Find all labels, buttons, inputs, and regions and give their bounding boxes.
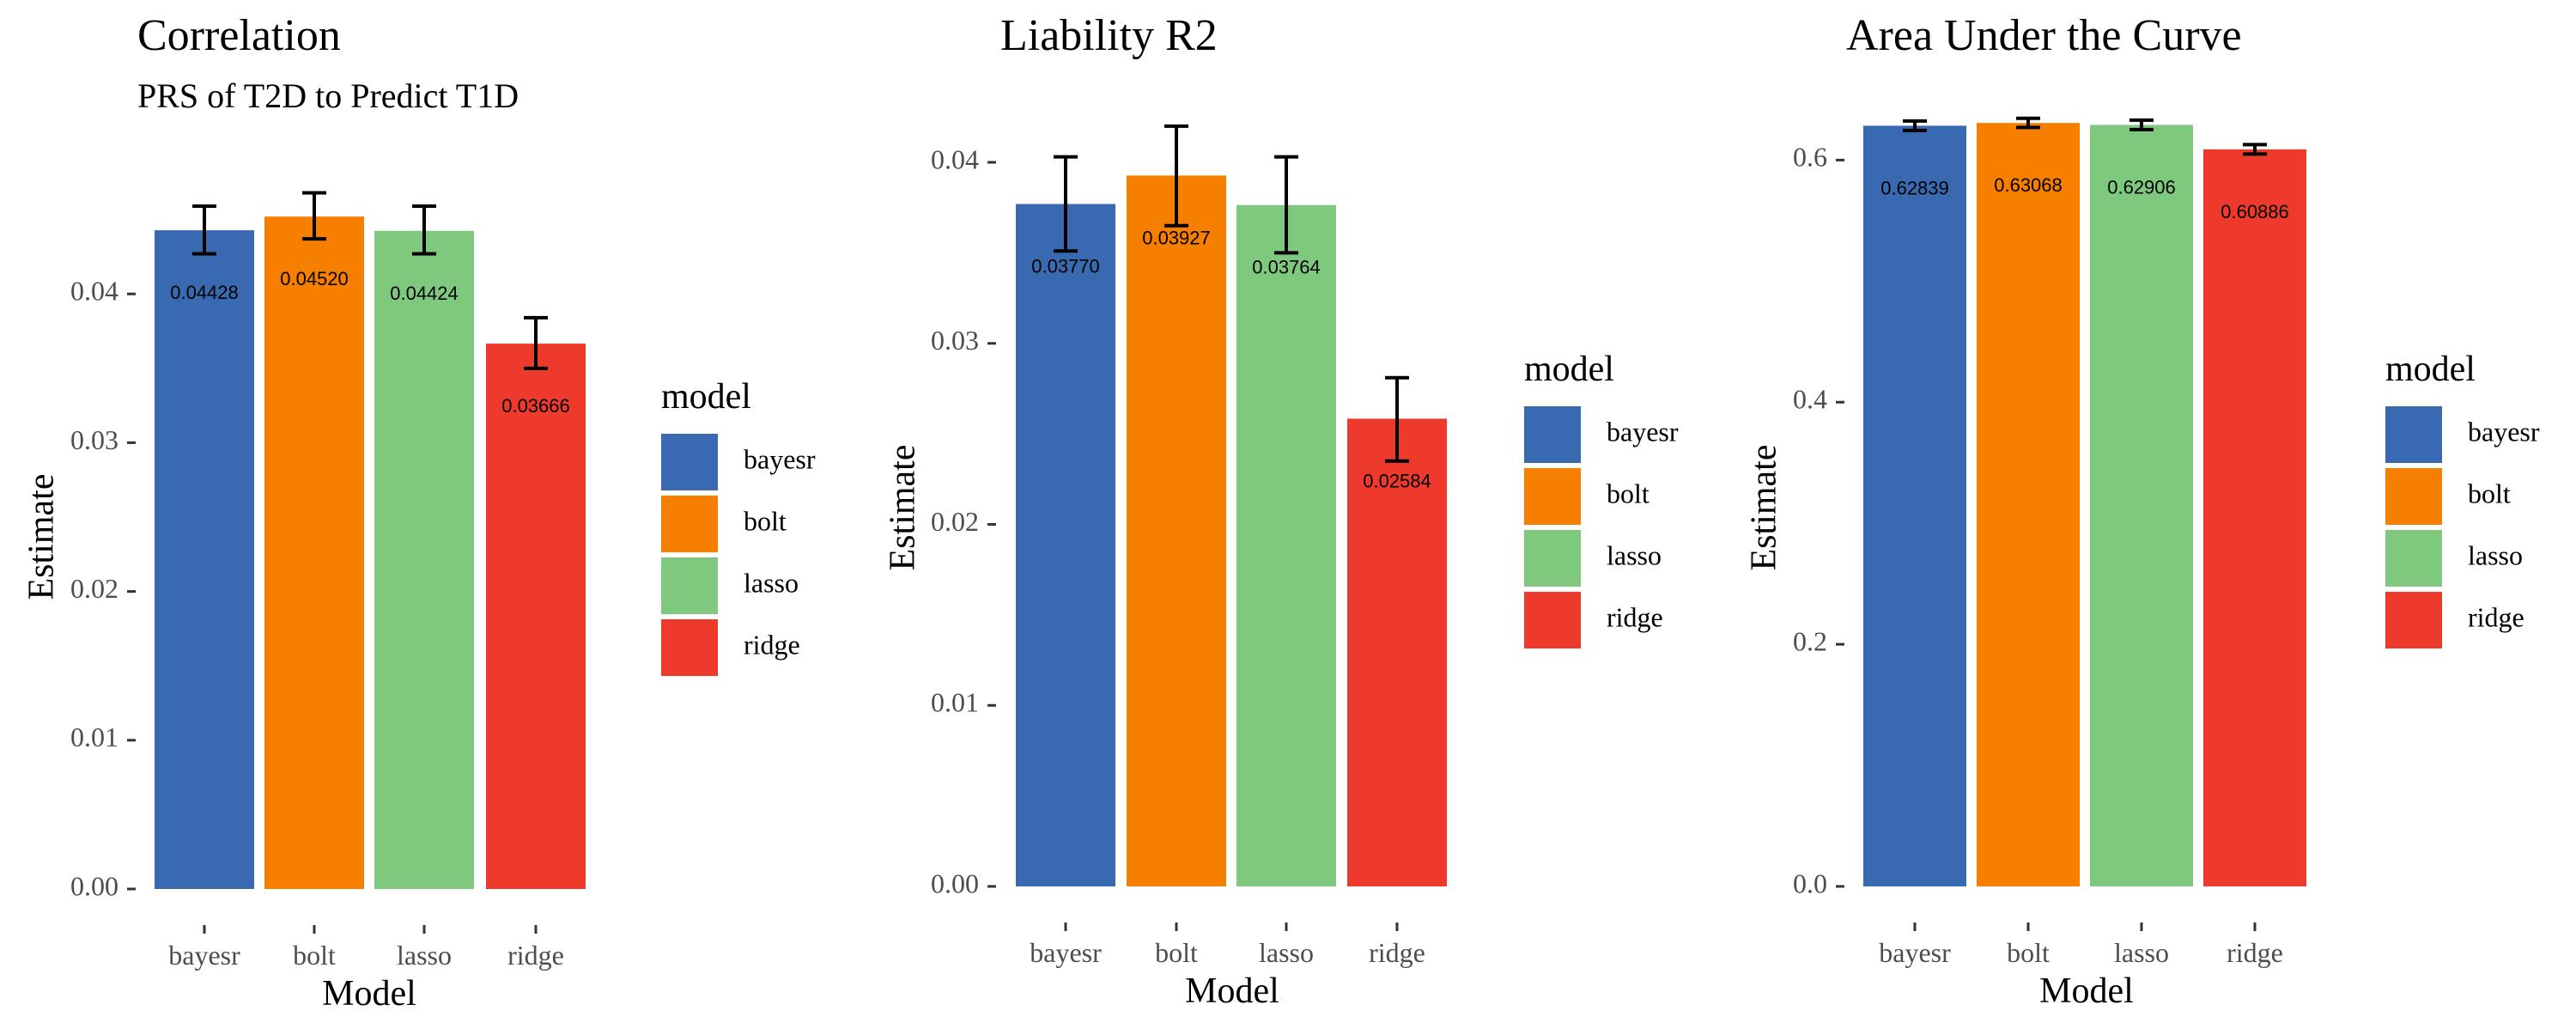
y-axis-title: Estimate [884,445,923,571]
x-tick-label-ridge: ridge [2227,937,2283,968]
legend-label-lasso: lasso [744,567,799,598]
legend-label-bayesr: bayesr [1607,416,1679,447]
x-tick-label-bayesr: bayesr [1879,937,1951,968]
bar-bolt [264,216,364,889]
y-tick-label: 0.00 [931,868,979,898]
bar-lasso [1236,204,1336,886]
x-tick-label-ridge: ridge [507,940,564,971]
legend-label-bayesr: bayesr [744,443,816,474]
data-label-lasso: 0.04424 [390,283,459,304]
x-tick-label-lasso: lasso [397,940,452,971]
x-tick-label-bolt: bolt [2007,937,2050,968]
legend-swatch-ridge [661,619,718,676]
data-label-bayesr: 0.04428 [170,282,239,303]
y-axis-title: Estimate [1745,445,1784,571]
chart-subtitle: PRS of T2D to Predict T1D [137,76,519,115]
legend-swatch-lasso [661,557,718,614]
data-label-ridge: 0.02584 [1363,470,1431,491]
y-tick-label: 0.2 [1793,625,1827,656]
data-label-bolt: 0.63068 [1994,174,2063,196]
y-tick-label: 0.02 [931,506,979,537]
chart-title: Liability R2 [1000,11,1218,60]
data-label-bolt: 0.03927 [1142,227,1211,248]
data-label-lasso: 0.62906 [2107,176,2176,198]
legend-swatch-ridge [2385,592,2442,648]
bar-bayesr [1863,125,1966,886]
data-label-ridge: 0.03666 [501,395,570,417]
chart-title: Correlation [137,11,341,60]
legend-swatch-bolt [1524,468,1581,525]
y-tick-label: 0.01 [931,687,979,718]
chart-title: Area Under the Curve [1846,11,2242,60]
bar-ridge [486,344,586,889]
y-tick-label: 0.04 [931,143,979,174]
bar-ridge [2203,149,2306,886]
legend-label-ridge: ridge [744,629,800,660]
y-tick-label: 0.4 [1793,384,1827,415]
y-tick-label: 0.0 [1793,868,1827,898]
legend-swatch-bayesr [2385,406,2442,463]
bar-bolt [1127,175,1226,886]
y-tick-label: 0.02 [70,573,118,604]
y-tick-label: 0.03 [70,424,118,455]
bar-lasso [2090,125,2193,886]
y-tick-label: 0.04 [70,276,118,307]
x-tick-label-lasso: lasso [2114,937,2169,968]
x-tick-label-bolt: bolt [1155,937,1198,968]
legend-title: model [661,377,751,417]
bar-bayesr [155,230,254,890]
x-axis-title: Model [322,974,416,1014]
legend-label-bolt: bolt [2468,478,2511,508]
legend-swatch-ridge [1524,592,1581,648]
data-label-ridge: 0.60886 [2221,201,2289,222]
data-label-bayesr: 0.03770 [1031,255,1100,277]
legend-label-lasso: lasso [1607,539,1662,570]
y-tick-label: 0.03 [931,325,979,356]
bar-bolt [1977,123,2080,886]
x-axis-title: Model [2039,971,2134,1011]
legend-title: model [2385,350,2476,389]
x-tick-label-bayesr: bayesr [168,940,240,971]
y-axis-title: Estimate [22,474,62,600]
y-tick-label: 0.00 [70,870,118,901]
data-label-bolt: 0.04520 [280,268,349,289]
y-tick-label: 0.01 [70,721,118,752]
y-tick-label: 0.6 [1793,142,1827,173]
legend-swatch-lasso [2385,530,2442,587]
legend-label-lasso: lasso [2468,539,2523,570]
legend-title: model [1524,350,1614,389]
x-tick-label-bolt: bolt [293,940,336,971]
legend-swatch-bayesr [661,434,718,490]
x-tick-label-ridge: ridge [1369,937,1425,968]
legend-label-ridge: ridge [1607,601,1663,632]
bar-bayesr [1016,204,1115,886]
bar-lasso [374,230,474,889]
data-label-lasso: 0.03764 [1252,257,1321,278]
legend-label-bolt: bolt [1607,478,1649,508]
legend-label-ridge: ridge [2468,601,2524,632]
x-tick-label-lasso: lasso [1259,937,1314,968]
legend-swatch-lasso [1524,530,1581,587]
legend-swatch-bolt [661,496,718,552]
legend-swatch-bayesr [1524,406,1581,463]
legend-label-bolt: bolt [744,505,787,536]
legend-swatch-bolt [2385,468,2442,525]
legend-label-bayesr: bayesr [2468,416,2540,447]
x-axis-title: Model [1185,971,1279,1011]
x-tick-label-bayesr: bayesr [1030,937,1102,968]
bar-ridge [1347,418,1447,886]
data-label-bayesr: 0.62839 [1880,177,1949,198]
